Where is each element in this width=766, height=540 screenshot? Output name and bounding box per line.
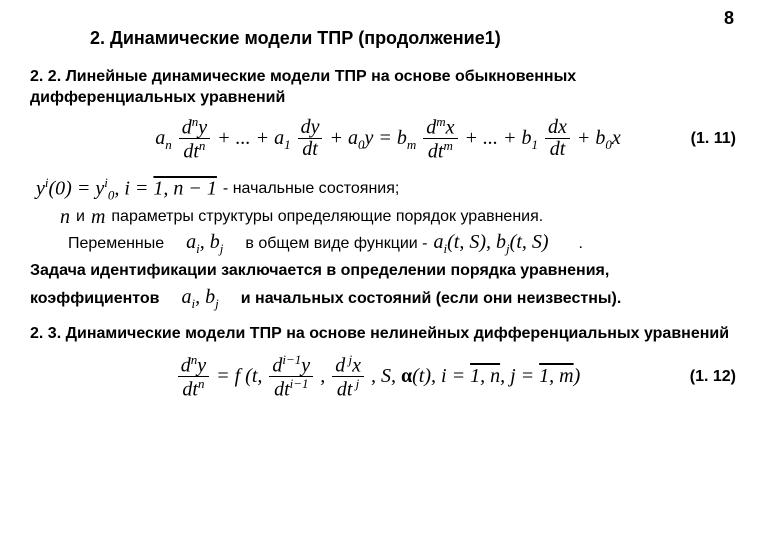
equation-1-11: an dnydtn + ... + a1 dydt + a0y = bm dmx… (30, 115, 746, 163)
vars-lead: Переменные (68, 235, 164, 253)
eq1-formula: an dnydtn + ... + a1 dydt + a0y = bm dmx… (155, 115, 621, 163)
section-2-2: 2. 2. Линейные динамические модели ТПР н… (30, 67, 746, 109)
initial-conditions: yi(0) = yi0, i = 1, n − 1 - начальные со… (36, 175, 746, 204)
n-symbol: n (60, 206, 70, 229)
page: 8 2. Динамические модели ТПР (продолжени… (0, 0, 766, 540)
vars-dot: . (579, 235, 583, 253)
nm-and: и (76, 208, 85, 226)
task-tail: и начальных состояний (если они неизвест… (241, 290, 622, 308)
section-2-3: 2. 3. Динамические модели ТПР на основе … (30, 324, 746, 345)
task-coeff: коэффициентов (30, 290, 160, 308)
vars-functions: ai(t, S), bj(t, S) (434, 231, 549, 257)
nm-line: n и m параметры структуры определяющие п… (60, 206, 746, 229)
vars-ai-bj: ai, bj (186, 231, 223, 257)
eq2-formula: dnydtn = f (t, di−1ydti−1 , d jxdt j , S… (176, 353, 581, 401)
task-ai-bj: ai, bj (182, 286, 219, 312)
nm-text: параметры структуры определяющие порядок… (111, 208, 543, 226)
variables-line: Переменные ai, bj в общем виде функции -… (68, 231, 746, 257)
vars-mid: в общем виде функции - (245, 235, 427, 253)
m-symbol: m (91, 206, 105, 229)
eq1-label: (1. 11) (691, 130, 736, 148)
eq2-label: (1. 12) (690, 368, 736, 386)
initial-text: - начальные состояния; (223, 180, 399, 198)
task-line2: коэффициентов ai, bj и начальных состоян… (30, 286, 746, 312)
page-title: 2. Динамические модели ТПР (продолжение1… (90, 28, 746, 49)
equation-1-12: dnydtn = f (t, di−1ydti−1 , d jxdt j , S… (30, 353, 746, 401)
page-number: 8 (724, 8, 734, 29)
initial-formula: yi(0) = yi0, i = 1, n − 1 (36, 175, 217, 204)
task-line1: Задача идентификации заключается в опред… (30, 259, 746, 282)
